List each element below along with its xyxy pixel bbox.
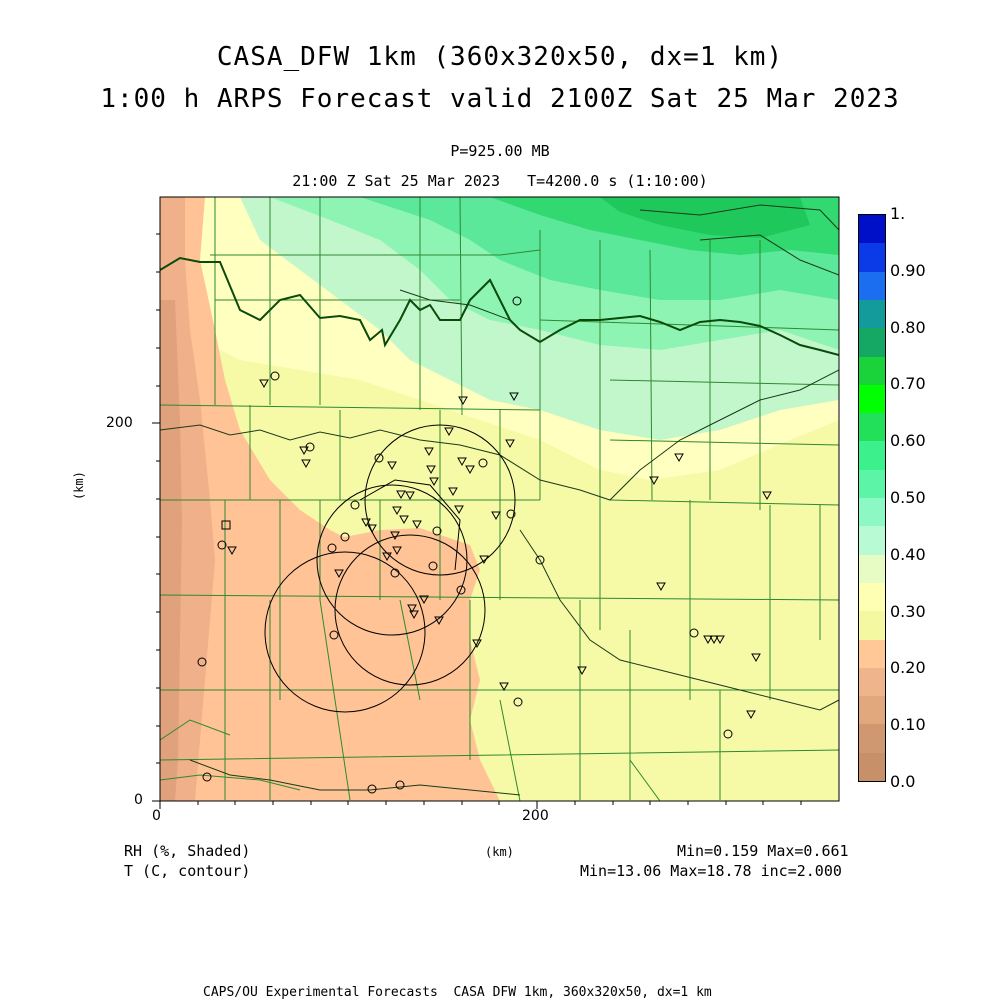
county-boundaries bbox=[160, 197, 839, 801]
pressure-level: P=925.00 MB bbox=[450, 142, 550, 160]
colorbar-label: 0.80 bbox=[890, 317, 926, 337]
temperature-stats: Min=13.06 Max=18.78 inc=2.000 bbox=[580, 862, 842, 880]
colorbar-label: 0.90 bbox=[890, 260, 926, 280]
contour-field-label: T (C, contour) bbox=[124, 862, 251, 880]
colorbar-segment bbox=[859, 243, 885, 273]
temperature-contours bbox=[264, 424, 516, 713]
colorbar-segment bbox=[859, 441, 885, 471]
y-tick-0: 0 bbox=[134, 792, 143, 808]
colorbar-segment bbox=[859, 554, 885, 584]
colorbar-segment bbox=[859, 328, 885, 357]
colorbar-segment bbox=[859, 215, 885, 244]
colorbar-label: 0.40 bbox=[890, 544, 926, 564]
colorbar-segment bbox=[859, 413, 885, 442]
colorbar bbox=[858, 214, 886, 782]
colorbar-label: 0.30 bbox=[890, 601, 926, 621]
colorbar-label: 0.70 bbox=[890, 374, 926, 394]
colorbar-segment bbox=[859, 526, 885, 556]
colorbar-label: 0.10 bbox=[890, 715, 926, 735]
colorbar-segment bbox=[859, 582, 885, 612]
colorbar-segment bbox=[859, 639, 885, 669]
axis-ticks bbox=[152, 233, 802, 809]
colorbar-segment bbox=[859, 696, 885, 725]
colorbar-segment bbox=[859, 498, 885, 527]
rh-stats: Min=0.159 Max=0.661 bbox=[677, 842, 849, 860]
colorbar-label: 1. bbox=[890, 204, 906, 223]
footer-credit: CAPS/OU Experimental Forecasts CASA DFW … bbox=[203, 985, 712, 1000]
colorbar-label: 0.60 bbox=[890, 431, 926, 451]
title-line-1: CASA_DFW 1km (360x320x50, dx=1 km) bbox=[216, 42, 784, 72]
colorbar-segment bbox=[859, 752, 885, 782]
shaded-field-label: RH (%, Shaded) bbox=[124, 842, 251, 860]
y-tick-200: 200 bbox=[106, 415, 133, 431]
valid-time: 21:00 Z Sat 25 Mar 2023 T=4200.0 s (1:10… bbox=[292, 172, 708, 190]
colorbar-segment bbox=[859, 667, 885, 697]
x-tick-0: 0 bbox=[152, 808, 161, 824]
state-boundary bbox=[160, 256, 839, 356]
station-triangles bbox=[227, 379, 772, 720]
colorbar-segment bbox=[859, 469, 885, 499]
title-line-2: 1:00 h ARPS Forecast valid 2100Z Sat 25 … bbox=[100, 84, 900, 114]
colorbar-segment bbox=[859, 724, 885, 754]
rivers bbox=[160, 204, 839, 796]
colorbar-segment bbox=[859, 299, 885, 329]
colorbar-segment bbox=[859, 611, 885, 640]
colorbar-segment bbox=[859, 384, 885, 414]
colorbar-segment bbox=[859, 271, 885, 301]
colorbar-label: 0.0 bbox=[890, 772, 916, 791]
y-axis-label: (km) bbox=[72, 471, 86, 500]
x-axis-label: (km) bbox=[485, 845, 514, 859]
colorbar-label: 0.20 bbox=[890, 658, 926, 678]
x-tick-200: 200 bbox=[522, 808, 549, 824]
colorbar-label: 0.50 bbox=[890, 488, 926, 507]
colorbar-segment bbox=[859, 356, 885, 386]
